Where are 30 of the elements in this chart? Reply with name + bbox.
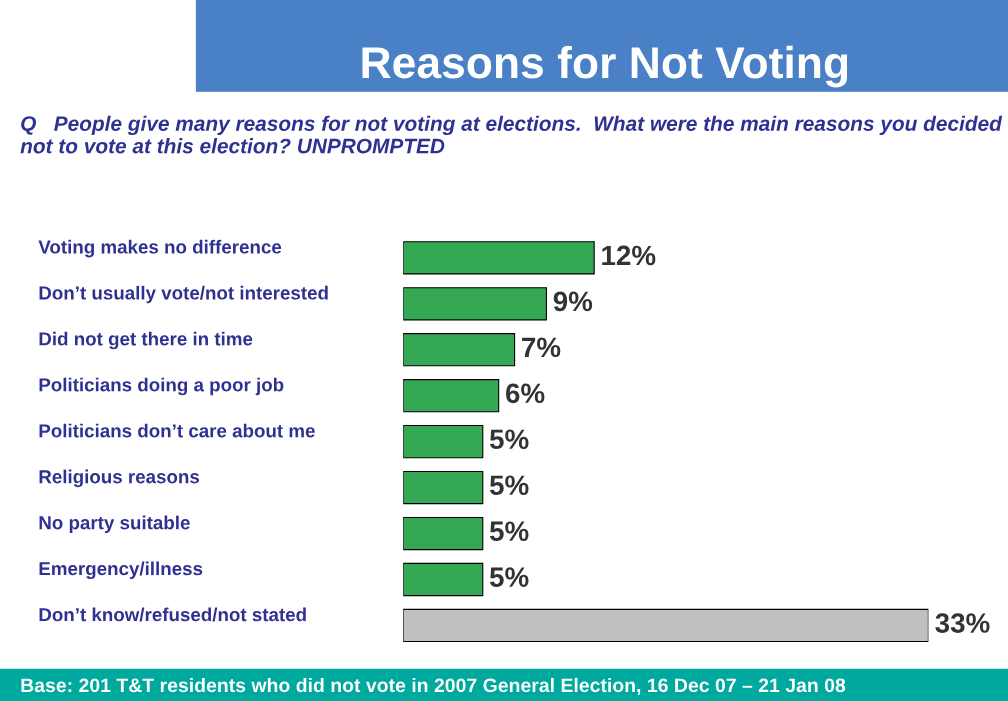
y-tick-label: Voting makes no difference (38, 239, 282, 258)
bar (403, 241, 595, 275)
bar (403, 287, 547, 321)
data-label: 6% (506, 383, 545, 404)
chart-subtitle: Q People give many reasons for not voting at elections. What were the main reasons you decided not to vote at this election? UNPROMPTED (20, 115, 1003, 154)
bar (403, 333, 516, 367)
y-tick-label: Did not get there in time (39, 331, 253, 350)
data-label: 5% (489, 475, 529, 496)
y-tick-label: Religious reasons (39, 469, 200, 488)
data-label: 33% (935, 613, 990, 633)
y-tick-label: Politicians doing a poor job (39, 377, 284, 396)
bar (403, 608, 929, 643)
text: Base: 201 T&T residents who did not vote in 2007 General Election, 16 Dec 07 – 21 Jan 08 (21, 677, 846, 696)
bar (403, 379, 500, 413)
bar (403, 516, 484, 551)
bar (403, 470, 484, 505)
y-tick-label: Don’t know/refused/not stated (39, 607, 306, 622)
data-label: 12% (602, 245, 656, 266)
data-label: 5% (489, 567, 529, 587)
y-tick-label: Politicians don’t care about me (39, 423, 315, 438)
data-label: 5% (489, 429, 529, 450)
y-tick-label: No party suitable (39, 515, 190, 534)
y-tick-label: Emergency/illness (39, 561, 203, 580)
bar (403, 562, 484, 597)
bar (403, 424, 484, 459)
y-tick-label: Don’t usually vote/not interested (39, 285, 328, 304)
data-label: 9% (553, 291, 593, 312)
data-label: 5% (489, 521, 529, 541)
data-label: 7% (522, 337, 561, 358)
chart-title: Reasons for Not Voting (362, 45, 848, 88)
